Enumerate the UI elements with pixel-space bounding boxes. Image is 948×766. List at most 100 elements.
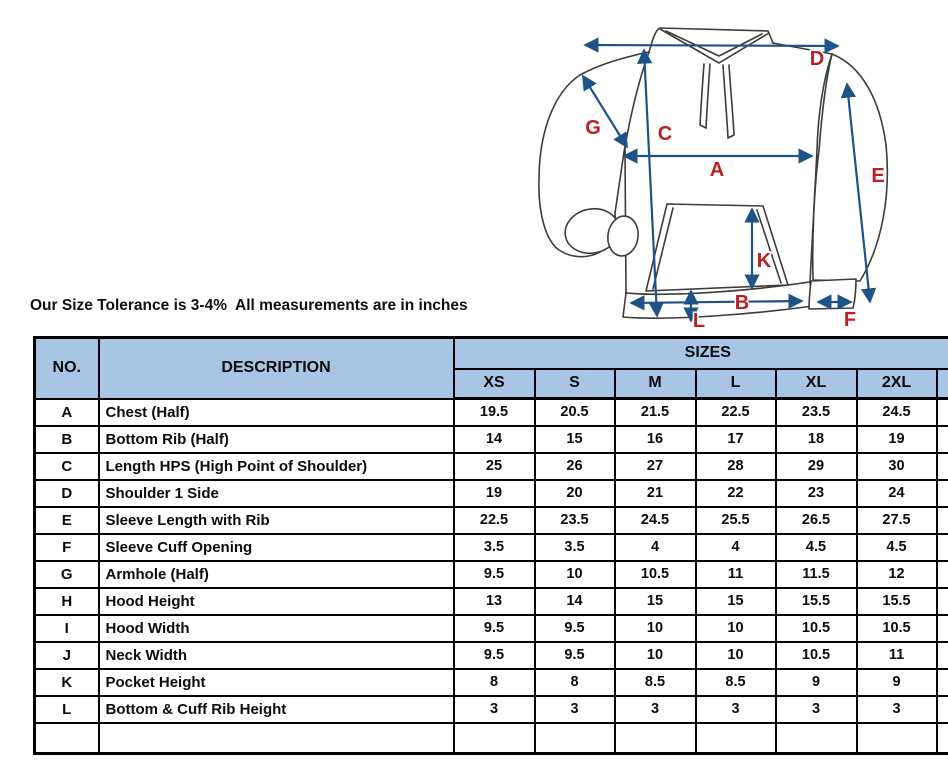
row-value-l: 4 [694, 532, 777, 562]
row-letter: E [33, 505, 100, 535]
row-value-cutoff [935, 559, 948, 589]
row-value-cutoff [935, 505, 948, 535]
row-value-l: 22 [694, 478, 777, 508]
row-value-xs: 25 [452, 451, 536, 481]
table-row: C Length HPS (High Point of Shoulder) 25… [33, 451, 948, 481]
row-value-xl: 23.5 [774, 397, 858, 427]
row-letter: C [33, 451, 100, 481]
row-value-2xl: 19 [855, 424, 938, 454]
row-letter: I [33, 613, 100, 643]
row-description: Sleeve Cuff Opening [97, 532, 455, 562]
header-row-columns: XS S M L XL 2XL [35, 367, 948, 400]
size-table-head: NO. DESCRIPTION SIZES XS S M L XL 2XL [33, 336, 948, 400]
row-value-cutoff [935, 694, 948, 724]
row-description: Hood Width [97, 613, 455, 643]
table-row: A Chest (Half) 19.5 20.5 21.5 22.5 23.5 … [33, 397, 948, 427]
row-value-m: 21.5 [613, 397, 697, 427]
row-value-m: 10 [613, 640, 697, 670]
table-row: G Armhole (Half) 9.5 10 10.5 11 11.5 12 [33, 559, 948, 589]
row-value-l [694, 721, 777, 755]
row-value-2xl: 3 [855, 694, 938, 724]
row-value-xs: 8 [452, 667, 536, 697]
row-value-xl: 15.5 [774, 586, 858, 616]
row-value-xl: 18 [774, 424, 858, 454]
row-value-xl: 23 [774, 478, 858, 508]
header-size-xs: XS [452, 367, 536, 400]
measure-arrow-c [636, 48, 665, 318]
row-description: Bottom Rib (Half) [97, 424, 455, 454]
row-letter: G [33, 559, 100, 589]
row-value-xl: 26.5 [774, 505, 858, 535]
row-value-m: 16 [613, 424, 697, 454]
header-row-sizes: NO. DESCRIPTION SIZES [33, 336, 948, 400]
row-value-s: 26 [533, 451, 616, 481]
header-no: NO. [33, 336, 100, 400]
measure-label-f: F [844, 309, 856, 330]
header-size-xl: XL [774, 367, 858, 400]
row-value-m: 10 [613, 613, 697, 643]
row-value-l: 28 [694, 451, 777, 481]
row-value-xs: 9.5 [452, 640, 536, 670]
measure-label-g: G [585, 117, 601, 139]
table-row: B Bottom Rib (Half) 14 15 16 17 18 19 [33, 424, 948, 454]
row-value-xs: 9.5 [452, 559, 536, 589]
row-value-xs: 19.5 [452, 397, 536, 427]
row-value-m: 27 [613, 451, 697, 481]
row-letter: A [33, 397, 100, 427]
row-value-cutoff [935, 424, 948, 454]
row-value-l: 10 [694, 613, 777, 643]
row-value-s [533, 721, 616, 755]
header-size-l: L [694, 367, 777, 400]
row-value-s: 9.5 [533, 640, 616, 670]
row-value-xl: 10.5 [774, 613, 858, 643]
table-row: H Hood Height 13 14 15 15 15.5 15.5 [33, 586, 948, 616]
row-value-xs: 13 [452, 586, 536, 616]
row-letter: J [33, 640, 100, 670]
row-value-s: 20 [533, 478, 616, 508]
measure-label-a: A [710, 159, 724, 181]
row-value-m: 8.5 [613, 667, 697, 697]
row-value-l: 25.5 [694, 505, 777, 535]
row-description: Pocket Height [97, 667, 455, 697]
table-row: L Bottom & Cuff Rib Height 3 3 3 3 3 3 [33, 694, 948, 724]
row-value-l: 3 [694, 694, 777, 724]
row-value-2xl: 24.5 [855, 397, 938, 427]
header-description: DESCRIPTION [97, 336, 455, 400]
row-letter: F [33, 532, 100, 562]
row-value-2xl: 9 [855, 667, 938, 697]
row-description: Neck Width [97, 640, 455, 670]
header-sizes: SIZES [452, 336, 948, 370]
measure-label-b: B [735, 292, 749, 314]
hoodie-measurement-diagram: A B C D E F G K L [520, 0, 948, 334]
row-letter: D [33, 478, 100, 508]
row-description: Bottom & Cuff Rib Height [97, 694, 455, 724]
row-value-s: 10 [533, 559, 616, 589]
measure-label-d: D [810, 48, 824, 70]
row-description: Hood Height [97, 586, 455, 616]
row-value-s: 20.5 [533, 397, 616, 427]
hoodie-sketch-svg: A B C D E F G K L [538, 27, 889, 334]
header-size-s: S [533, 367, 616, 400]
row-value-cutoff [935, 478, 948, 508]
row-letter [33, 721, 100, 755]
row-letter: B [33, 424, 100, 454]
size-table: NO. DESCRIPTION SIZES XS S M L XL 2XL A … [33, 336, 948, 755]
header-size-m: M [613, 367, 697, 400]
row-value-s: 3 [533, 694, 616, 724]
row-value-xl: 10.5 [774, 640, 858, 670]
row-value-xs [452, 721, 536, 755]
row-value-2xl: 11 [855, 640, 938, 670]
measurement-labels: A B C D E F G K L [584, 47, 886, 334]
header-size-2xl: 2XL [855, 367, 938, 400]
size-table-body: A Chest (Half) 19.5 20.5 21.5 22.5 23.5 … [33, 397, 948, 755]
measure-label-k: K [757, 250, 772, 272]
row-description: Sleeve Length with Rib [97, 505, 455, 535]
row-description: Shoulder 1 Side [97, 478, 455, 508]
row-value-m: 24.5 [613, 505, 697, 535]
tolerance-note: Our Size Tolerance is 3-4% All measureme… [30, 297, 468, 314]
row-letter: K [33, 667, 100, 697]
row-value-2xl: 15.5 [855, 586, 938, 616]
measurement-arrows [582, 37, 877, 323]
row-description: Armhole (Half) [97, 559, 455, 589]
table-row: D Shoulder 1 Side 19 20 21 22 23 24 [33, 478, 948, 508]
